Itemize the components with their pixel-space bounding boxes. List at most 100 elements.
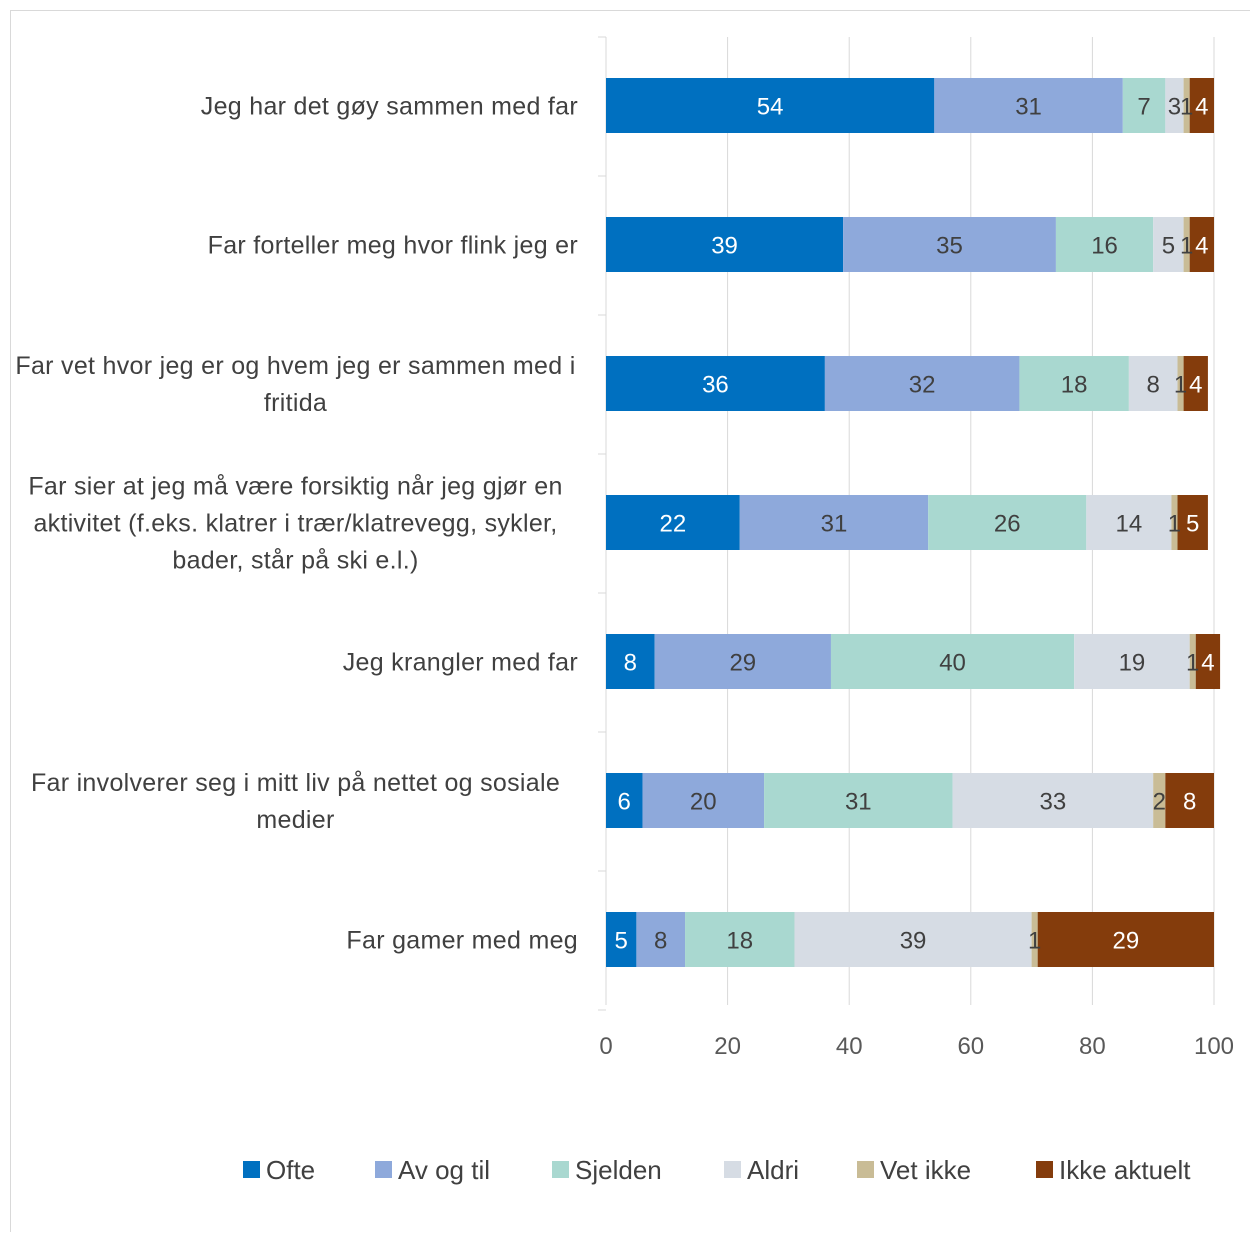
bar-segment [1031,912,1038,967]
data-label: 18 [726,928,753,955]
data-label: 3 [1168,94,1181,121]
legend-label: Ofte [266,1155,315,1185]
legend-swatch [1036,1161,1053,1178]
bar-group: 36 32 18 8 1 4 [606,356,1208,411]
data-label: 7 [1137,94,1150,121]
data-label: 1 [1174,372,1187,399]
data-label: 31 [845,789,872,816]
x-tick-label: 100 [1194,1033,1234,1060]
data-label: 20 [690,789,717,816]
data-label: 22 [660,511,687,538]
legend-item: Ofte [243,1155,315,1185]
data-label: 39 [711,233,738,260]
data-label: 8 [624,650,637,677]
bar-segment [739,495,929,550]
data-label: 31 [821,511,848,538]
bar-segment [1128,356,1178,411]
legend-label: Ikke aktuelt [1059,1155,1191,1185]
bar-segment [1177,356,1184,411]
legend-item: Ikke aktuelt [1036,1155,1191,1185]
data-label: 33 [1040,789,1067,816]
data-label: 6 [618,789,631,816]
data-label: 36 [702,372,729,399]
data-label: 5 [1162,233,1175,260]
bar-segment [1165,773,1214,828]
bar-segment [843,217,1056,272]
bar-segment [636,912,686,967]
bar-segment [654,634,831,689]
x-tick-label: 40 [836,1033,863,1060]
data-label: 39 [900,928,927,955]
data-label: 29 [729,650,756,677]
category-label: Jeg har det gøy sammen med far [201,93,578,121]
data-label: 35 [936,233,963,260]
bar-segment [685,912,795,967]
bar-segment [606,912,637,967]
data-label: 1 [1028,928,1041,955]
bar-segment [1171,495,1178,550]
x-tick-label: 80 [1079,1033,1106,1060]
bar-segment [928,495,1087,550]
data-label: 31 [1015,94,1042,121]
data-label: 1 [1168,511,1181,538]
bar-segment [764,773,953,828]
bar-segment [934,78,1123,133]
bar-segment [1153,773,1166,828]
legend-item: Av og til [375,1155,490,1185]
category-label: Jeg krangler med far [343,649,578,677]
bar-segment [1037,912,1214,967]
bar-segment [1189,217,1214,272]
data-label: 8 [1183,789,1196,816]
bar-group: 39 35 16 5 1 4 [606,217,1214,272]
bar-segment [1195,634,1221,689]
data-label: 54 [757,94,784,121]
data-label: 32 [909,372,936,399]
chart-frame [10,10,1250,1232]
x-tick-label: 20 [714,1033,741,1060]
legend-item: Aldri [724,1155,799,1185]
bar-segment [1183,356,1208,411]
bar-segment [824,356,1020,411]
legend-item: Sjelden [552,1155,662,1185]
x-tick-label: 60 [957,1033,984,1060]
legend-swatch [724,1161,741,1178]
data-label: 8 [1147,372,1160,399]
bar-segment [952,773,1154,828]
legend-swatch [243,1161,260,1178]
bar-segment [642,773,765,828]
legend-swatch [857,1161,874,1178]
data-label: 4 [1195,233,1208,260]
bar-segment [606,495,740,550]
bar-segment [1189,634,1196,689]
bar-group: 6 20 31 33 2 8 [606,773,1214,828]
bar-segment [1177,495,1208,550]
legend-item: Vet ikke [857,1155,971,1185]
legend-swatch [375,1161,392,1178]
data-label: 29 [1112,928,1139,955]
bar-group: 5 8 18 39 1 29 [606,912,1214,967]
bar-group: 22 31 26 14 1 5 [606,495,1208,550]
x-axis-ticks: 0 20 40 60 80 100 [599,1033,1234,1060]
legend-label: Aldri [747,1155,799,1185]
category-label: Far involverer seg i mitt liv på nettet … [31,769,560,834]
bar-segment [606,356,825,411]
bar-segment [794,912,1032,967]
bar-segment [1165,78,1184,133]
bar-segment [1086,495,1172,550]
bar-segment [1055,217,1154,272]
data-label: 5 [1186,511,1199,538]
data-label: 2 [1153,789,1166,816]
bar-segment [1019,356,1129,411]
data-label: 4 [1189,372,1202,399]
bar-segment [606,634,655,689]
bar-segment [1122,78,1166,133]
category-labels: Jeg har det gøy sammen med far Far fortel… [15,93,578,955]
data-label: 4 [1201,650,1214,677]
category-label: Far gamer med meg [346,927,578,955]
bars: 54 31 7 31 439 35 16 5 1 436 32 18 8 1 422 31 26 14 1 58 29 4… [606,78,1221,967]
legend-swatch [552,1161,569,1178]
category-label: Far vet hvor jeg er og hvem jeg er samme… [15,352,575,417]
bar-segment [606,773,643,828]
bar-segment [1074,634,1190,689]
legend-label: Vet ikke [880,1155,971,1185]
